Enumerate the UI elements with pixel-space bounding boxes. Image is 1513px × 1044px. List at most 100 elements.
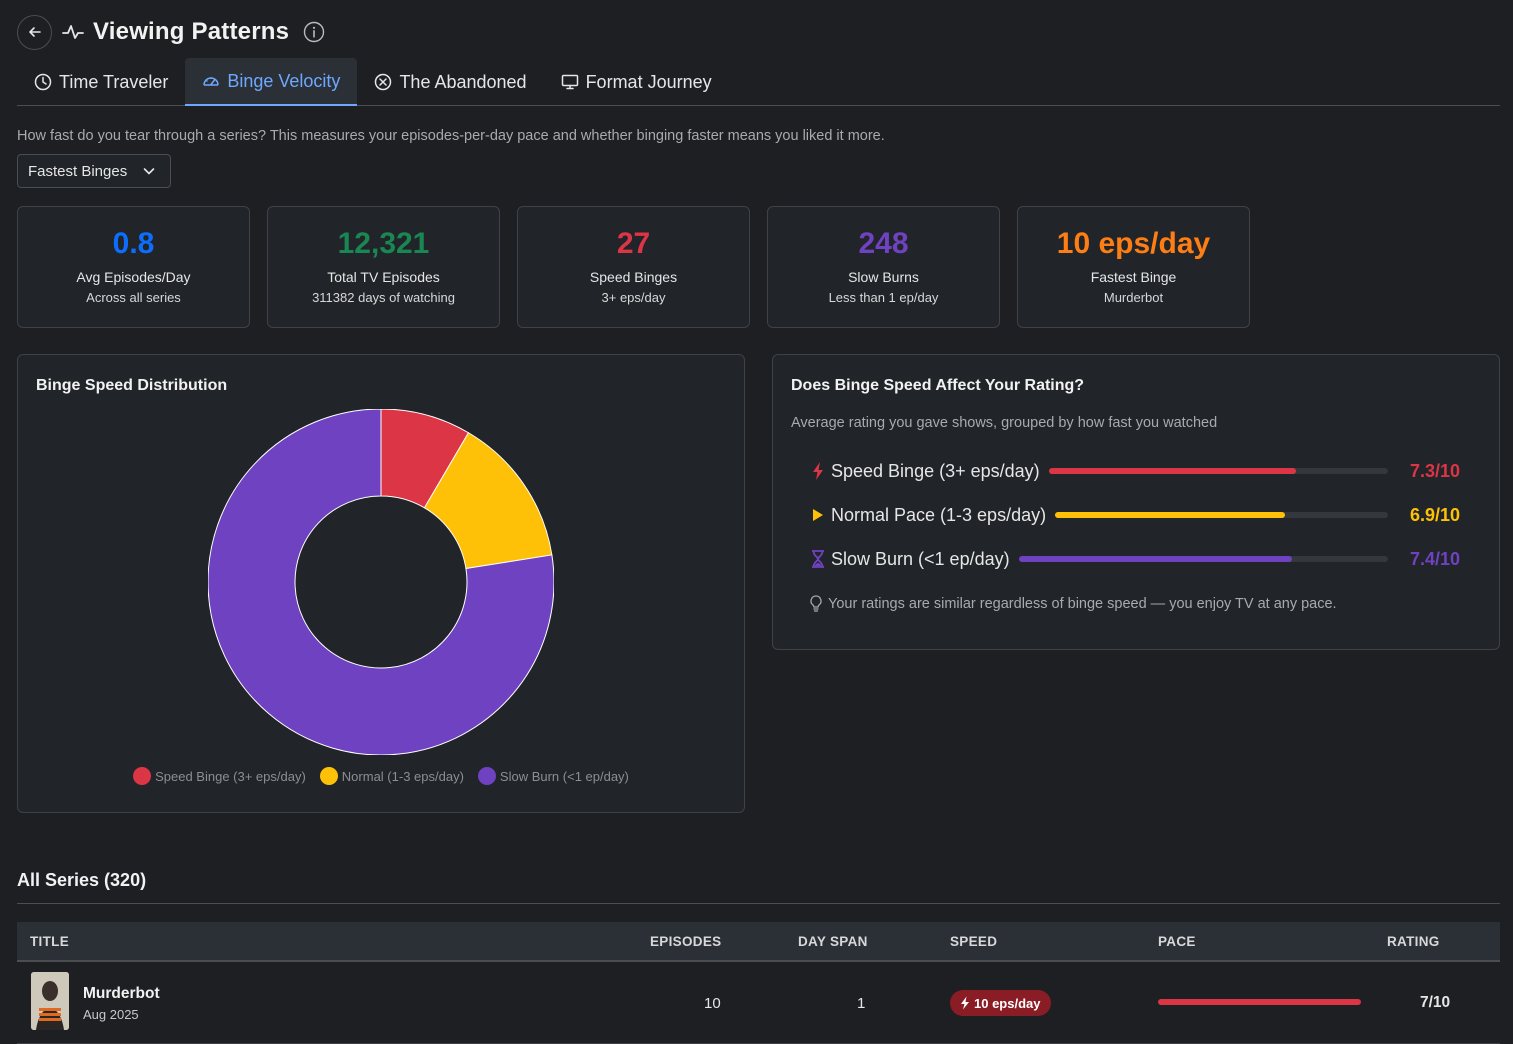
stat-cards: 0.8 Avg Episodes/Day Across all series 1…	[17, 206, 1500, 328]
lightbulb-icon	[810, 595, 822, 612]
row-day-span: 1	[857, 995, 866, 1012]
stat-value: 248	[858, 227, 909, 260]
rating-row-value: 6.9/10	[1410, 504, 1461, 525]
legend-item-slow-burn[interactable]: Slow Burn (<1 ep/day)	[477, 767, 629, 785]
rating-bar-fill	[1048, 468, 1297, 474]
stat-sub: Less than 1 ep/day	[828, 290, 939, 305]
sort-select[interactable]: Fastest Binges	[17, 154, 171, 188]
page-title: Viewing Patterns	[93, 18, 290, 45]
rating-bar-track	[1048, 468, 1388, 474]
monitor-icon	[561, 74, 578, 90]
row-date: Aug 2025	[83, 1007, 139, 1022]
column-header-rating[interactable]: RATING	[1387, 933, 1440, 949]
lightning-icon	[809, 461, 827, 481]
legend-label: Slow Burn (<1 ep/day)	[499, 768, 629, 784]
legend-swatch	[477, 767, 496, 785]
legend-label: Speed Binge (3+ eps/day)	[155, 768, 306, 784]
legend-swatch	[133, 767, 152, 785]
column-header-speed[interactable]: SPEED	[950, 933, 998, 949]
tab-format-journey[interactable]: Format Journey	[544, 58, 729, 106]
rating-bar-track	[1055, 512, 1388, 518]
stat-value: 27	[616, 227, 651, 260]
tab-bar: Time Traveler Binge Velocity The Abandon…	[17, 58, 1500, 106]
series-title: All Series (320)	[17, 870, 147, 890]
row-episodes: 10	[704, 995, 721, 1012]
back-button[interactable]	[17, 14, 52, 50]
info-icon[interactable]	[303, 21, 325, 43]
slice-slow-burn[interactable]	[208, 409, 554, 755]
distribution-panel: Binge Speed Distribution Speed Binge (3+…	[17, 354, 745, 813]
stat-card-fastest-binge: 10 eps/day Fastest Binge Murderbot	[1017, 206, 1250, 328]
stat-card-avg-episodes: 0.8 Avg Episodes/Day Across all series	[17, 206, 250, 328]
play-icon	[809, 508, 827, 522]
tab-label: Time Traveler	[59, 71, 169, 92]
rating-row-label: Speed Binge (3+ eps/day)	[831, 460, 1040, 481]
stat-value: 10 eps/day	[1056, 227, 1211, 260]
stat-sub: Murderbot	[1103, 290, 1164, 305]
legend-swatch	[319, 767, 338, 785]
row-title[interactable]: Murderbot	[83, 985, 160, 1002]
chevron-down-icon	[143, 168, 155, 175]
panels: Binge Speed Distribution Speed Binge (3+…	[17, 354, 1500, 813]
poster-image	[31, 972, 69, 1030]
rating-row-label: Slow Burn (<1 ep/day)	[831, 548, 1010, 569]
legend-item-normal[interactable]: Normal (1-3 eps/day)	[319, 767, 464, 785]
lightning-icon	[961, 996, 969, 1010]
rating-subtitle: Average rating you gave shows, grouped b…	[791, 415, 1218, 431]
tab-label: Format Journey	[585, 71, 712, 92]
arrow-left-icon	[28, 27, 41, 37]
stat-sub: 311382 days of watching	[312, 290, 455, 305]
divider	[17, 903, 1500, 904]
tab-binge-velocity[interactable]: Binge Velocity	[185, 58, 358, 106]
speed-badge: 10 eps/day	[950, 990, 1051, 1016]
rating-note: Your ratings are similar regardless of b…	[773, 581, 1499, 612]
header: Viewing Patterns	[17, 0, 1500, 64]
column-header-day-span[interactable]: DAY SPAN	[798, 933, 868, 949]
tab-the-abandoned[interactable]: The Abandoned	[357, 58, 543, 106]
column-header-title[interactable]: TITLE	[30, 933, 69, 949]
stat-label: Avg Episodes/Day	[76, 269, 191, 285]
table-header: TITLE EPISODES DAY SPAN SPEED PACE RATIN…	[17, 922, 1500, 962]
stat-card-speed-binges: 27 Speed Binges 3+ eps/day	[517, 206, 750, 328]
table-row[interactable]: Murderbot Aug 2025 10 1 10 eps/day 7/10	[17, 962, 1500, 1044]
rating-note-text: Your ratings are similar regardless of b…	[828, 595, 1337, 612]
series-table: TITLE EPISODES DAY SPAN SPEED PACE RATIN…	[17, 922, 1500, 1044]
speed-badge-label: 10 eps/day	[974, 995, 1041, 1011]
rating-rows: Speed Binge (3+ eps/day) 7.3/10 Normal P…	[773, 431, 1499, 581]
stat-label: Total TV Episodes	[327, 269, 440, 285]
stat-label: Slow Burns	[848, 269, 919, 285]
rating-bar-fill	[1055, 512, 1285, 518]
speedometer-icon	[203, 77, 220, 86]
distribution-title: Binge Speed Distribution	[36, 377, 228, 394]
rating-bar-track	[1018, 556, 1388, 562]
legend-label: Normal (1-3 eps/day)	[341, 768, 464, 784]
rating-panel: Does Binge Speed Affect Your Rating? Ave…	[772, 354, 1500, 650]
rating-title: Does Binge Speed Affect Your Rating?	[791, 377, 1085, 394]
column-header-episodes[interactable]: EPISODES	[650, 933, 722, 949]
rating-row-slow-burn: Slow Burn (<1 ep/day) 7.4/10	[809, 537, 1499, 581]
page-description: How fast do you tear through a series? T…	[17, 128, 885, 144]
sort-select-value: Fastest Binges	[28, 162, 128, 180]
stat-value: 12,321	[337, 227, 430, 260]
rating-row-label: Normal Pace (1-3 eps/day)	[831, 504, 1047, 525]
activity-icon	[62, 25, 84, 39]
rating-bar-fill	[1018, 556, 1292, 562]
legend-item-speed-binge[interactable]: Speed Binge (3+ eps/day)	[133, 767, 306, 785]
tab-label: The Abandoned	[399, 71, 527, 92]
stat-value: 0.8	[112, 227, 155, 260]
hourglass-icon	[809, 550, 827, 568]
tab-time-traveler[interactable]: Time Traveler	[17, 58, 185, 106]
donut-chart	[208, 409, 554, 755]
x-circle-icon	[375, 73, 392, 91]
rating-row-speed-binge: Speed Binge (3+ eps/day) 7.3/10	[809, 449, 1499, 493]
stat-label: Fastest Binge	[1090, 269, 1177, 285]
rating-row-normal: Normal Pace (1-3 eps/day) 6.9/10	[809, 493, 1499, 537]
stat-sub: Across all series	[86, 290, 181, 305]
row-rating: 7/10	[1420, 994, 1451, 1011]
rating-row-value: 7.4/10	[1410, 548, 1461, 569]
stat-card-total-episodes: 12,321 Total TV Episodes 311382 days of …	[267, 206, 500, 328]
column-header-pace[interactable]: PACE	[1158, 933, 1196, 949]
stat-card-slow-burns: 248 Slow Burns Less than 1 ep/day	[767, 206, 1000, 328]
chart-legend: Speed Binge (3+ eps/day) Normal (1-3 eps…	[18, 767, 744, 785]
